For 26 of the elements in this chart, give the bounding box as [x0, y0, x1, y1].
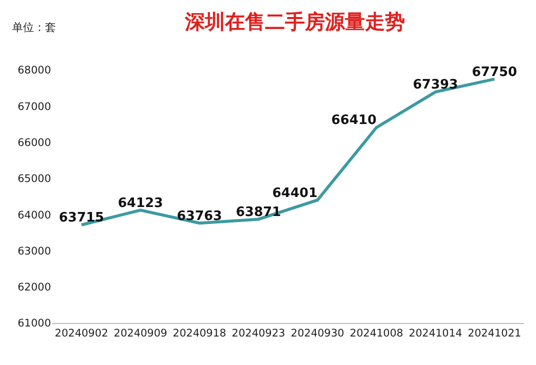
x-tick-label: 20241008 [350, 328, 404, 340]
x-tick-label: 20240918 [172, 328, 226, 340]
text: 单位：套 [12, 21, 56, 34]
x-tick-label: 20241014 [408, 328, 463, 340]
y-tick-label: 62000 [18, 282, 51, 294]
y-tick-label: 64000 [18, 209, 51, 222]
y-tick-label: 61000 [18, 318, 51, 330]
data-label: 67750 [472, 64, 518, 80]
chart-title: 深圳在售二手房源量走势 [184, 10, 405, 34]
data-label: 63871 [236, 204, 282, 220]
y-tick-label: 63000 [18, 245, 51, 258]
data-label: 64401 [272, 186, 318, 201]
data-label: 66410 [331, 113, 376, 128]
x-tick-label: 20240902 [54, 328, 108, 340]
y-tick-label: 67000 [18, 100, 51, 113]
data-label: 64123 [118, 196, 164, 211]
y-tick-label: 66000 [18, 136, 51, 149]
x-tick-label: 20240923 [232, 328, 286, 340]
data-label: 67393 [412, 78, 458, 93]
x-tick-label: 20241021 [468, 328, 522, 340]
data-label: 63763 [176, 208, 222, 224]
data-label: 63715 [58, 210, 104, 226]
y-tick-label: 65000 [18, 173, 51, 186]
y-tick-label: 68000 [18, 64, 51, 77]
x-tick-label: 20240930 [290, 328, 344, 340]
x-tick-label: 20240909 [114, 328, 168, 340]
